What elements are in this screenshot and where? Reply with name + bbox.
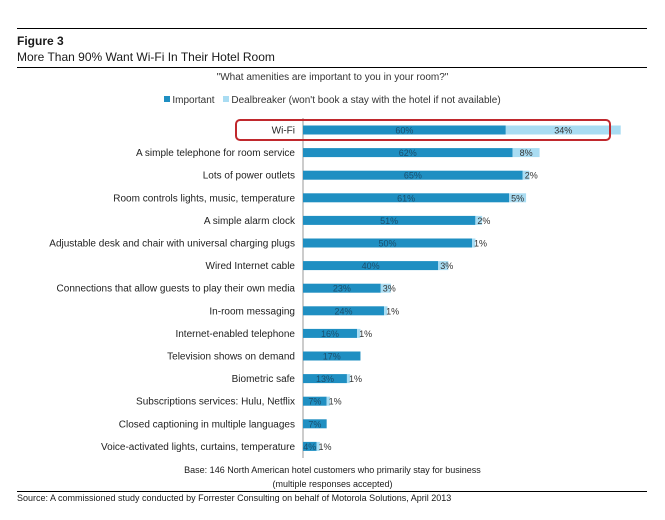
category-label: Wired Internet cable <box>206 261 296 272</box>
bar-important <box>303 238 472 248</box>
bar-dealbreaker <box>316 441 320 451</box>
bar-important <box>303 170 523 180</box>
bar-important <box>303 283 381 293</box>
bar-important <box>303 215 476 225</box>
data-label-important: 4% <box>303 442 316 452</box>
data-label-important: 62% <box>399 148 417 158</box>
category-label: Internet-enabled telephone <box>175 329 295 340</box>
top-rule <box>17 28 647 29</box>
data-label-important: 13% <box>316 374 334 384</box>
figure-label: Figure 3 <box>17 34 64 48</box>
data-label-dealbreaker: 1% <box>349 374 362 384</box>
legend-item-important: Important <box>164 95 217 106</box>
bar-chart: Wi-Fi 60% 34% A simple telephone for room s… <box>49 118 621 458</box>
data-label-important: 7% <box>308 397 321 407</box>
category-label: Television shows on demand <box>167 352 295 363</box>
legend-swatch-important <box>164 96 171 102</box>
chart-question: "What amenities are important to you in … <box>216 72 449 83</box>
bar-important <box>303 351 361 361</box>
base-note-line2: (multiple responses accepted) <box>272 479 393 489</box>
data-label-important: 50% <box>378 239 396 249</box>
bar-dealbreaker <box>472 238 476 248</box>
bar-dealbreaker <box>522 170 530 180</box>
data-label-important: 16% <box>321 329 339 339</box>
bar-dealbreaker <box>475 215 483 225</box>
base-note: Base: 146 North American hotel customers… <box>0 463 665 491</box>
data-label-dealbreaker: 1% <box>386 306 399 316</box>
data-label-dealbreaker: 1% <box>359 329 372 339</box>
bar-dealbreaker <box>384 306 388 316</box>
bar-dealbreaker <box>357 328 361 338</box>
data-label-important: 51% <box>380 216 398 226</box>
category-label: A simple telephone for room service <box>136 148 295 159</box>
bar-dealbreaker <box>438 261 449 271</box>
data-label-dealbreaker: 34% <box>554 126 572 136</box>
bar-important <box>303 441 317 451</box>
wifi-highlight-box <box>235 119 611 141</box>
category-label: Wi-Fi <box>272 126 295 137</box>
data-label-dealbreaker: 1% <box>474 239 487 249</box>
legend-label-dealbreaker: Dealbreaker (won't book a stay with the … <box>231 95 501 106</box>
bar-important <box>303 306 385 316</box>
bar-important <box>303 396 327 406</box>
data-label-dealbreaker: 8% <box>520 148 533 158</box>
data-label-important: 17% <box>323 352 341 362</box>
data-label-dealbreaker: 2% <box>477 216 490 226</box>
title-rule <box>17 67 647 68</box>
data-label-dealbreaker: 3% <box>440 261 453 271</box>
data-label-important: 40% <box>362 261 380 271</box>
data-label-dealbreaker: 2% <box>525 171 538 181</box>
figure-title: More Than 90% Want Wi-Fi In Their Hotel … <box>17 50 275 64</box>
legend-swatch-dealbreaker <box>223 96 230 102</box>
data-label-important: 61% <box>397 193 415 203</box>
bottom-rule <box>17 491 647 492</box>
category-label: Connections that allow guests to play th… <box>57 284 296 295</box>
data-label-dealbreaker: 1% <box>329 397 342 407</box>
category-label: In-room messaging <box>209 306 295 317</box>
bar-important <box>303 261 439 271</box>
category-label: Subscriptions services: Hulu, Netflix <box>136 397 295 408</box>
bar-important <box>303 193 510 203</box>
data-label-important: 24% <box>335 306 353 316</box>
data-label-important: 60% <box>395 126 413 136</box>
category-label: Lots of power outlets <box>203 171 295 182</box>
bar-dealbreaker <box>326 396 331 406</box>
data-label-important: 23% <box>333 284 351 294</box>
bar-important <box>303 148 513 158</box>
category-label: A simple alarm clock <box>204 216 296 227</box>
category-label: Closed captioning in multiple languages <box>119 419 295 430</box>
chart-legend: Important Dealbreaker (won't book a stay… <box>0 95 665 106</box>
bar-important <box>303 125 506 135</box>
bar-dealbreaker <box>380 283 391 293</box>
data-label-dealbreaker: 5% <box>511 193 524 203</box>
data-label-dealbreaker: 1% <box>319 442 332 452</box>
base-note-line1: Base: 146 North American hotel customers… <box>184 465 481 475</box>
legend-item-dealbreaker: Dealbreaker (won't book a stay with the … <box>223 95 501 106</box>
bar-dealbreaker <box>346 374 351 384</box>
data-label-dealbreaker: 3% <box>383 284 396 294</box>
bar-dealbreaker <box>505 125 621 135</box>
bar-important <box>303 328 358 338</box>
category-label: Biometric safe <box>232 374 296 385</box>
category-label: Adjustable desk and chair with universal… <box>49 239 295 250</box>
bar-dealbreaker <box>512 148 540 158</box>
data-label-important: 7% <box>308 419 321 429</box>
category-label: Room controls lights, music, temperature <box>113 193 295 204</box>
bar-important <box>303 419 327 429</box>
category-label: Voice-activated lights, curtains, temper… <box>101 442 295 453</box>
data-label-important: 65% <box>404 171 422 181</box>
legend-label-important: Important <box>172 95 215 106</box>
source-note: Source: A commissioned study conducted b… <box>17 493 452 503</box>
bar-dealbreaker <box>509 193 527 203</box>
bar-important <box>303 374 347 384</box>
